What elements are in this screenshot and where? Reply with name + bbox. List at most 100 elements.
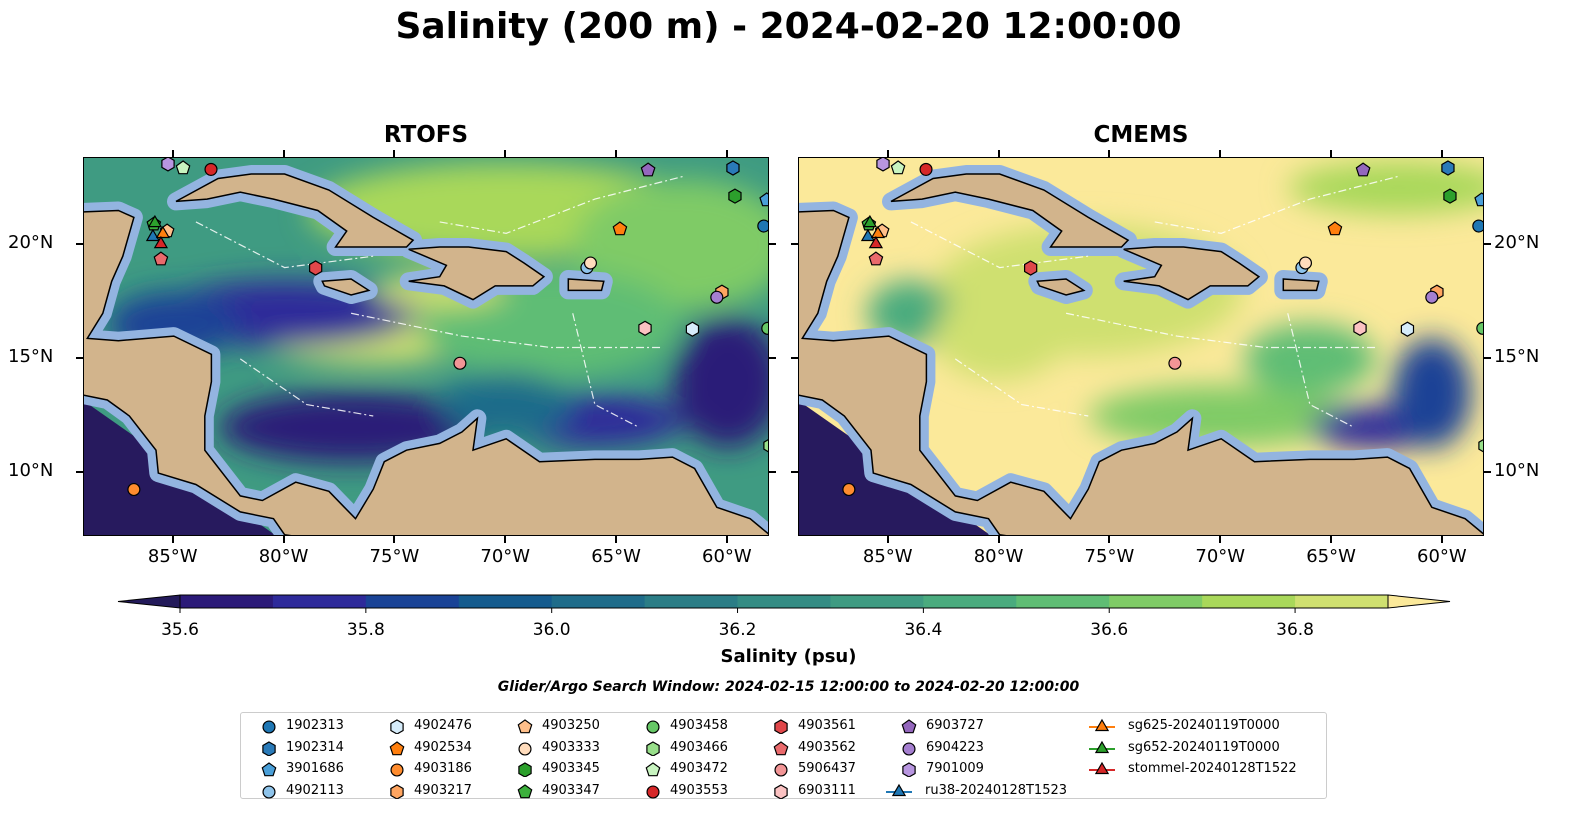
eez-boundary bbox=[439, 175, 684, 234]
legend-marker-4903186 bbox=[390, 763, 404, 777]
land-jamaica bbox=[321, 278, 371, 296]
legend-marker-1902314 bbox=[262, 740, 276, 756]
colorbar-over-extension bbox=[1387, 594, 1451, 609]
cmems-map bbox=[798, 157, 1484, 536]
marker-4903458 bbox=[761, 321, 768, 335]
marker-1902314 bbox=[1441, 160, 1455, 176]
legend-marker-4903553 bbox=[646, 784, 660, 799]
glider-marker-icon bbox=[1089, 761, 1115, 775]
land-mainland bbox=[799, 209, 1483, 535]
lat-tick-mark bbox=[76, 471, 83, 474]
legend-marker-4902113 bbox=[262, 784, 276, 799]
lon-tick-mark bbox=[393, 536, 396, 543]
lon-tick-label: 65°W bbox=[591, 546, 641, 567]
colorbar-tick-label: 36.0 bbox=[532, 620, 571, 640]
marker-4902476 bbox=[685, 321, 700, 337]
argo-marker-icon bbox=[262, 740, 276, 756]
lat-tick-mark bbox=[1484, 242, 1491, 245]
legend-label: 7901009 bbox=[926, 761, 984, 776]
lon-tick-mark-top bbox=[725, 150, 728, 157]
map-canvas bbox=[84, 158, 768, 535]
argo-marker-icon bbox=[902, 762, 916, 777]
lon-tick-mark-top bbox=[1440, 150, 1443, 157]
legend-marker-3901686 bbox=[261, 762, 277, 777]
legend-label: sg625-20240119T0000 bbox=[1128, 718, 1280, 733]
legend-label: 4903562 bbox=[798, 739, 856, 755]
argo-marker-icon bbox=[389, 740, 405, 755]
lat-tick-mark bbox=[1484, 471, 1491, 474]
marker-6904223 bbox=[710, 290, 724, 304]
legend-label: 4902534 bbox=[414, 739, 472, 755]
lat-tick-label: 20°N bbox=[8, 231, 54, 253]
legend-marker-stommel-20240128T1522 bbox=[1094, 761, 1110, 775]
lon-tick-mark-top bbox=[393, 150, 396, 157]
colorbar-bin bbox=[644, 595, 739, 608]
argo-marker-icon bbox=[646, 720, 660, 734]
legend-label: stommel-20240128T1522 bbox=[1128, 761, 1297, 776]
legend-marker-4903250 bbox=[517, 719, 533, 734]
argo-marker-icon bbox=[517, 783, 533, 798]
legend-marker-4903466 bbox=[646, 740, 660, 756]
colorbar-bin bbox=[923, 595, 1017, 608]
legend-marker-4902476 bbox=[390, 719, 404, 734]
argo-marker-icon bbox=[646, 740, 660, 756]
colorbar-bin bbox=[458, 595, 553, 608]
lat-tick-mark bbox=[76, 356, 83, 359]
marker-5906437 bbox=[1168, 356, 1182, 370]
land-mainland bbox=[84, 209, 768, 535]
eez-boundary bbox=[239, 358, 374, 417]
argo-marker-icon bbox=[902, 741, 916, 756]
colorbar-bin bbox=[365, 595, 460, 608]
marker-sg625-20240119T0000 bbox=[870, 225, 886, 239]
legend-marker-4902534 bbox=[389, 740, 405, 755]
legend-label: 3901686 bbox=[286, 761, 344, 776]
legend-marker-ru38-20240128T1523 bbox=[891, 783, 907, 796]
legend-label: 4903345 bbox=[542, 761, 600, 776]
eez-boundary bbox=[195, 221, 374, 269]
colorbar-under-extension bbox=[117, 594, 181, 609]
marker-3901686 bbox=[759, 192, 768, 207]
argo-marker-icon bbox=[262, 784, 276, 799]
argo-marker-icon bbox=[901, 719, 917, 734]
glider-marker-icon bbox=[1089, 718, 1115, 732]
legend-label: 6903727 bbox=[926, 718, 984, 733]
colorbar-label: Salinity (psu) bbox=[720, 646, 857, 667]
lat-tick-mark bbox=[769, 356, 776, 359]
eez-boundary bbox=[954, 358, 1089, 417]
marker-stommel-20240128T1522 bbox=[868, 235, 884, 249]
marker-4903553 bbox=[204, 162, 218, 176]
eez-boundary bbox=[1154, 175, 1399, 234]
lon-tick-label: 85°W bbox=[862, 546, 913, 567]
lon-tick-mark bbox=[171, 536, 174, 543]
land-cuba bbox=[890, 173, 1130, 248]
legend: 1902313 1902314 3901686 4902113 4902476 49025… bbox=[240, 712, 1327, 799]
lon-tick-label: 85°W bbox=[147, 546, 198, 567]
colorbar-tick-label: 35.6 bbox=[161, 620, 199, 640]
legend-marker-6903727 bbox=[901, 719, 917, 734]
lat-tick-mark bbox=[76, 242, 83, 245]
legend-label: 4903347 bbox=[542, 782, 600, 798]
lon-tick-mark-top bbox=[282, 150, 285, 157]
legend-label: 4902476 bbox=[414, 718, 472, 733]
legend-marker-4903562 bbox=[773, 740, 789, 755]
marker-4903561 bbox=[309, 260, 323, 276]
lon-tick-mark bbox=[1108, 536, 1111, 543]
legend-marker-1902313 bbox=[262, 720, 276, 734]
lon-tick-label: 65°W bbox=[1306, 546, 1356, 567]
argo-marker-icon bbox=[645, 762, 661, 777]
lon-tick-mark-top bbox=[1108, 150, 1111, 157]
lon-tick-mark bbox=[615, 536, 618, 543]
lon-tick-mark bbox=[725, 536, 728, 543]
lon-tick-mark-top bbox=[171, 150, 174, 157]
argo-marker-icon bbox=[390, 719, 404, 734]
rtofs-map bbox=[83, 157, 769, 536]
colorbar-bin bbox=[551, 595, 646, 608]
land-puerto-rico bbox=[1282, 278, 1320, 292]
marker-4903561 bbox=[1024, 260, 1038, 276]
legend-marker-sg652-20240119T0000 bbox=[1094, 740, 1110, 753]
land-cuba bbox=[175, 173, 415, 248]
land-hispaniola bbox=[408, 246, 546, 301]
marker-4903186 bbox=[842, 482, 856, 497]
lat-tick-mark bbox=[769, 471, 776, 474]
